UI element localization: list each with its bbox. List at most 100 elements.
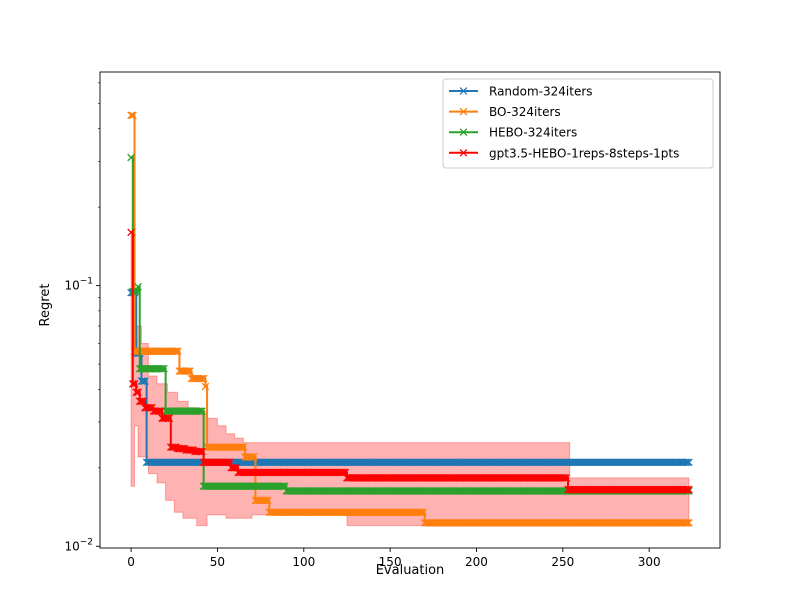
legend-label: gpt3.5-HEBO-1reps-8steps-1pts — [489, 146, 679, 160]
x-tick-label: 250 — [551, 555, 574, 569]
data-point-marker — [248, 453, 256, 461]
data-point-marker — [184, 367, 192, 375]
data-point-marker — [128, 379, 137, 388]
data-point-marker — [173, 347, 182, 356]
data-point-marker — [182, 367, 191, 375]
data-point-marker — [127, 228, 135, 237]
data-point-marker — [156, 364, 165, 373]
legend-entry-1: BO-324iters — [449, 105, 561, 119]
data-point-marker — [137, 377, 146, 386]
data-point-marker — [132, 388, 141, 397]
data-point-marker — [560, 474, 569, 482]
y-axis-label: Regret — [38, 284, 53, 327]
legend-marker — [459, 148, 468, 157]
data-point-marker — [141, 377, 149, 386]
data-point-marker — [558, 474, 567, 482]
data-point-marker — [128, 111, 137, 120]
legend-entry-0: Random-324iters — [449, 85, 593, 99]
data-point-marker — [127, 153, 135, 162]
data-point-marker — [139, 397, 148, 406]
data-point-marker — [415, 508, 424, 517]
data-point-marker — [683, 518, 692, 527]
data-point-marker — [198, 374, 206, 383]
data-point-marker — [160, 364, 168, 373]
data-point-marker — [132, 287, 141, 296]
series-3 — [127, 228, 693, 494]
data-point-marker — [201, 382, 210, 391]
data-point-marker — [683, 485, 692, 494]
data-point-marker — [246, 453, 255, 461]
data-point-marker — [681, 458, 690, 467]
data-point-marker — [127, 111, 135, 120]
data-point-marker — [562, 474, 571, 482]
data-point-marker — [139, 377, 148, 386]
data-point-marker — [163, 414, 172, 423]
legend-marker — [459, 87, 468, 95]
x-tick-label: 200 — [465, 555, 488, 569]
legend-marker — [459, 128, 468, 137]
x-tick-label: 0 — [127, 555, 135, 569]
confidence-band — [130, 231, 690, 527]
x-axis-ticks: 0 50 100 150 200 250 300 — [127, 548, 661, 569]
data-point-marker — [685, 485, 693, 494]
series-1 — [127, 111, 693, 527]
data-point-marker — [683, 458, 692, 467]
data-point-marker — [135, 397, 144, 406]
legend: Random-324iters BO-324iters HEBO-324iters g… — [442, 78, 714, 169]
y-axis-ticks: 10−2 10−1 — [64, 82, 100, 553]
data-point-marker — [681, 485, 690, 494]
data-point-marker — [685, 518, 693, 527]
x-tick-label: 100 — [292, 555, 315, 569]
confidence-band-layer — [130, 231, 690, 527]
data-point-marker — [172, 347, 180, 356]
data-point-marker — [144, 403, 153, 412]
legend-entry-2: HEBO-324iters — [449, 126, 577, 140]
data-point-marker — [130, 379, 139, 388]
data-point-marker — [263, 496, 272, 505]
legend-label: Random-324iters — [489, 85, 593, 99]
data-point-marker — [154, 407, 163, 415]
data-point-marker — [237, 443, 246, 452]
data-point-marker — [417, 508, 426, 517]
data-point-marker — [134, 282, 142, 291]
data-point-marker — [194, 447, 203, 456]
y-tick-label: 10−1 — [64, 277, 93, 293]
data-point-marker — [198, 447, 206, 456]
data-point-marker — [419, 508, 427, 517]
legend-label: BO-324iters — [489, 105, 561, 119]
x-tick-label: 300 — [638, 555, 661, 569]
data-point-marker — [170, 347, 179, 356]
data-point-marker — [153, 407, 161, 415]
legend-entry-3: gpt3.5-HEBO-1reps-8steps-1pts — [449, 146, 679, 160]
data-point-marker — [196, 447, 205, 456]
series-layer — [127, 111, 693, 527]
data-point-marker — [194, 407, 203, 415]
data-point-marker — [261, 496, 270, 505]
data-point-marker — [165, 414, 173, 423]
x-tick-label: 50 — [210, 555, 225, 569]
data-point-marker — [685, 458, 693, 467]
data-point-marker — [199, 374, 208, 383]
data-point-marker — [249, 453, 258, 461]
legend-label: HEBO-324iters — [489, 126, 577, 140]
legend-marker — [459, 107, 468, 116]
data-point-marker — [134, 388, 142, 397]
data-point-marker — [236, 443, 244, 452]
data-point-marker — [161, 414, 170, 423]
data-point-marker — [185, 367, 194, 375]
data-point-marker — [196, 407, 205, 415]
x-axis-label: Evaluation — [376, 563, 445, 578]
data-point-marker — [137, 397, 146, 406]
plot-frame — [99, 71, 721, 549]
data-point-marker — [156, 407, 165, 415]
data-point-marker — [158, 364, 167, 373]
data-point-marker — [260, 496, 268, 505]
data-point-marker — [681, 518, 690, 527]
legend-box — [442, 78, 714, 169]
y-tick-label: 10−2 — [64, 537, 93, 553]
data-point-marker — [239, 443, 248, 452]
x-tick-label: 150 — [379, 555, 402, 569]
data-point-marker — [196, 374, 205, 383]
data-point-marker — [198, 407, 206, 415]
